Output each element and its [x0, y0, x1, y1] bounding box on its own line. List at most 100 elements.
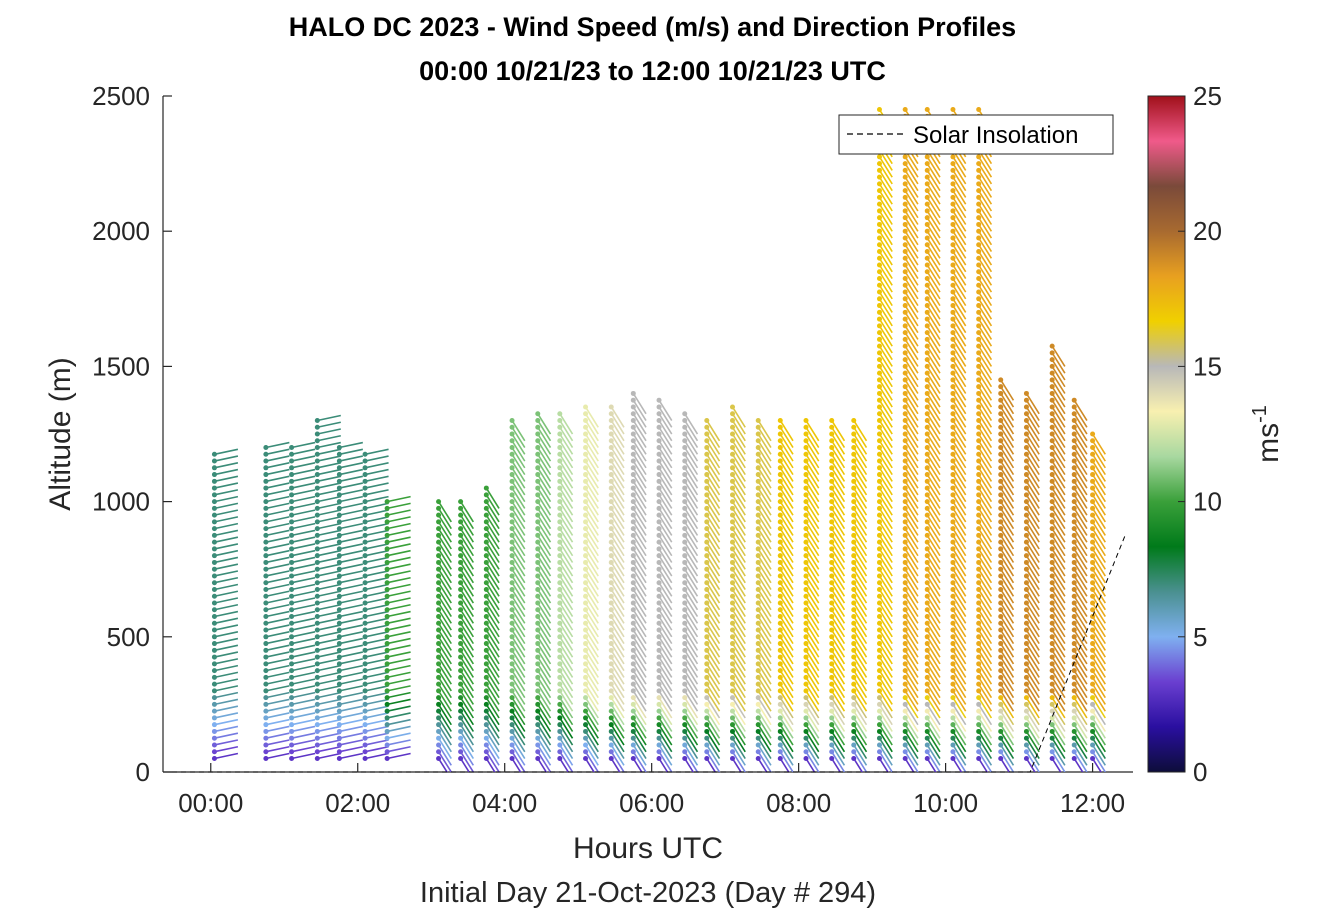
wind-barb-stem	[952, 676, 967, 699]
wind-barb-dot	[1071, 431, 1077, 437]
wind-barb-stem	[853, 582, 868, 604]
wind-barb-dot	[608, 553, 614, 559]
wind-barb-stem	[265, 570, 290, 577]
wind-barb-stem	[757, 703, 772, 726]
wind-barb-stem	[317, 428, 341, 435]
wind-barb-stem	[339, 752, 364, 760]
wind-barb-dot	[656, 620, 662, 626]
wind-barb-stem	[706, 609, 721, 631]
wind-barb-dot	[950, 600, 956, 606]
wind-barb-stem	[1051, 622, 1066, 645]
wind-barb-dot	[803, 715, 809, 721]
wind-barb-stem	[386, 651, 411, 658]
wind-barb-dot	[289, 661, 295, 667]
wind-barb-stem	[364, 658, 389, 665]
wind-barb-stem	[485, 683, 500, 705]
wind-barb-dot	[509, 607, 515, 613]
wind-barb-stem	[537, 629, 552, 651]
wind-barb-dot	[630, 607, 636, 613]
wind-barb-dot	[483, 607, 489, 613]
wind-barb-stem	[952, 352, 967, 374]
wind-barb-stem	[386, 597, 411, 604]
wind-barb-dot	[1090, 647, 1096, 653]
wind-barb-stem	[339, 529, 364, 537]
wind-barb-stem	[952, 325, 967, 347]
wind-barb-dot	[730, 451, 736, 457]
wind-barb-stem	[537, 467, 552, 489]
wind-barb-stem	[978, 717, 993, 739]
wind-barb-dot	[950, 336, 956, 342]
wind-barb-stem	[1051, 494, 1066, 516]
wind-barb-stem	[1073, 501, 1088, 523]
wind-barb-stem	[904, 622, 919, 645]
wind-barb-stem	[265, 691, 290, 699]
wind-barb-stem	[459, 643, 475, 665]
wind-barb-stem	[1051, 724, 1066, 746]
wind-barb-stem	[317, 725, 341, 733]
wind-barb-dot	[384, 580, 390, 586]
wind-barb-dot	[1023, 526, 1029, 532]
wind-barb-stem	[878, 372, 893, 394]
wind-barb-dot	[950, 573, 956, 579]
wind-barb-dot	[314, 573, 320, 579]
wind-barb-stem	[878, 582, 893, 604]
wind-barb-dot	[704, 559, 710, 565]
wind-barb-stem	[1091, 643, 1106, 665]
wind-barb-dot	[314, 458, 320, 464]
wind-barb-dot	[902, 708, 908, 714]
wind-barb-dot	[1071, 566, 1077, 572]
wind-barb-dot	[950, 188, 956, 194]
wind-barb-stem	[317, 678, 341, 685]
wind-barb-dot	[924, 309, 930, 315]
wind-barb-dot	[876, 276, 882, 282]
wind-barb-dot	[902, 174, 908, 180]
wind-barb-dot	[704, 607, 710, 613]
wind-barb-dot	[535, 451, 541, 457]
wind-barb-dot	[704, 674, 710, 680]
wind-barb-dot	[336, 742, 342, 748]
wind-barb-stem	[584, 541, 599, 563]
wind-barb-stem	[511, 731, 526, 753]
wind-barb-dot	[998, 445, 1004, 451]
wind-barb-dot	[289, 526, 295, 532]
wind-barb-stem	[1000, 379, 1015, 401]
wind-barb-stem	[904, 562, 919, 584]
wind-barb-stem	[632, 656, 647, 678]
wind-barb-dot	[1049, 607, 1055, 613]
wind-barb-dot	[924, 485, 930, 491]
wind-barb-stem	[978, 670, 993, 692]
wind-barb-dot	[876, 701, 882, 707]
wind-barb-stem	[437, 751, 452, 772]
wind-barb-dot	[924, 289, 930, 295]
x-tick-label: 08:00	[766, 788, 831, 818]
wind-barb-dot	[384, 661, 390, 667]
wind-barb-stem	[779, 453, 794, 476]
wind-barb-stem	[926, 521, 941, 543]
wind-barb-stem	[437, 562, 452, 584]
wind-barb-stem	[632, 562, 647, 584]
wind-barb-stem	[537, 589, 552, 611]
wind-barb-dot	[362, 472, 368, 478]
wind-barb-dot	[924, 445, 930, 451]
wind-barb-stem	[926, 190, 941, 212]
wind-barb-stem	[214, 631, 239, 638]
wind-barb-stem	[1051, 676, 1066, 699]
wind-barb-stem	[537, 656, 552, 678]
wind-barb-stem	[757, 568, 772, 590]
wind-barb-dot	[902, 519, 908, 525]
wind-barb-stem	[537, 683, 552, 705]
wind-barb-stem	[658, 629, 673, 651]
wind-barb-dot	[583, 485, 589, 491]
wind-barb-stem	[559, 609, 574, 631]
wind-barb-dot	[436, 546, 442, 552]
wind-barb-dot	[608, 492, 614, 498]
wind-barb-stem	[978, 562, 993, 584]
colorbar-label-exponent: -1	[1249, 405, 1271, 423]
wind-barb-dot	[998, 499, 1004, 505]
wind-barb-dot	[682, 532, 688, 538]
wind-barb-stem	[757, 602, 772, 624]
wind-barb-dot	[976, 188, 982, 194]
wind-barb-dot	[509, 532, 515, 538]
wind-barb-stem	[437, 575, 452, 597]
wind-barb-stem	[926, 365, 941, 388]
